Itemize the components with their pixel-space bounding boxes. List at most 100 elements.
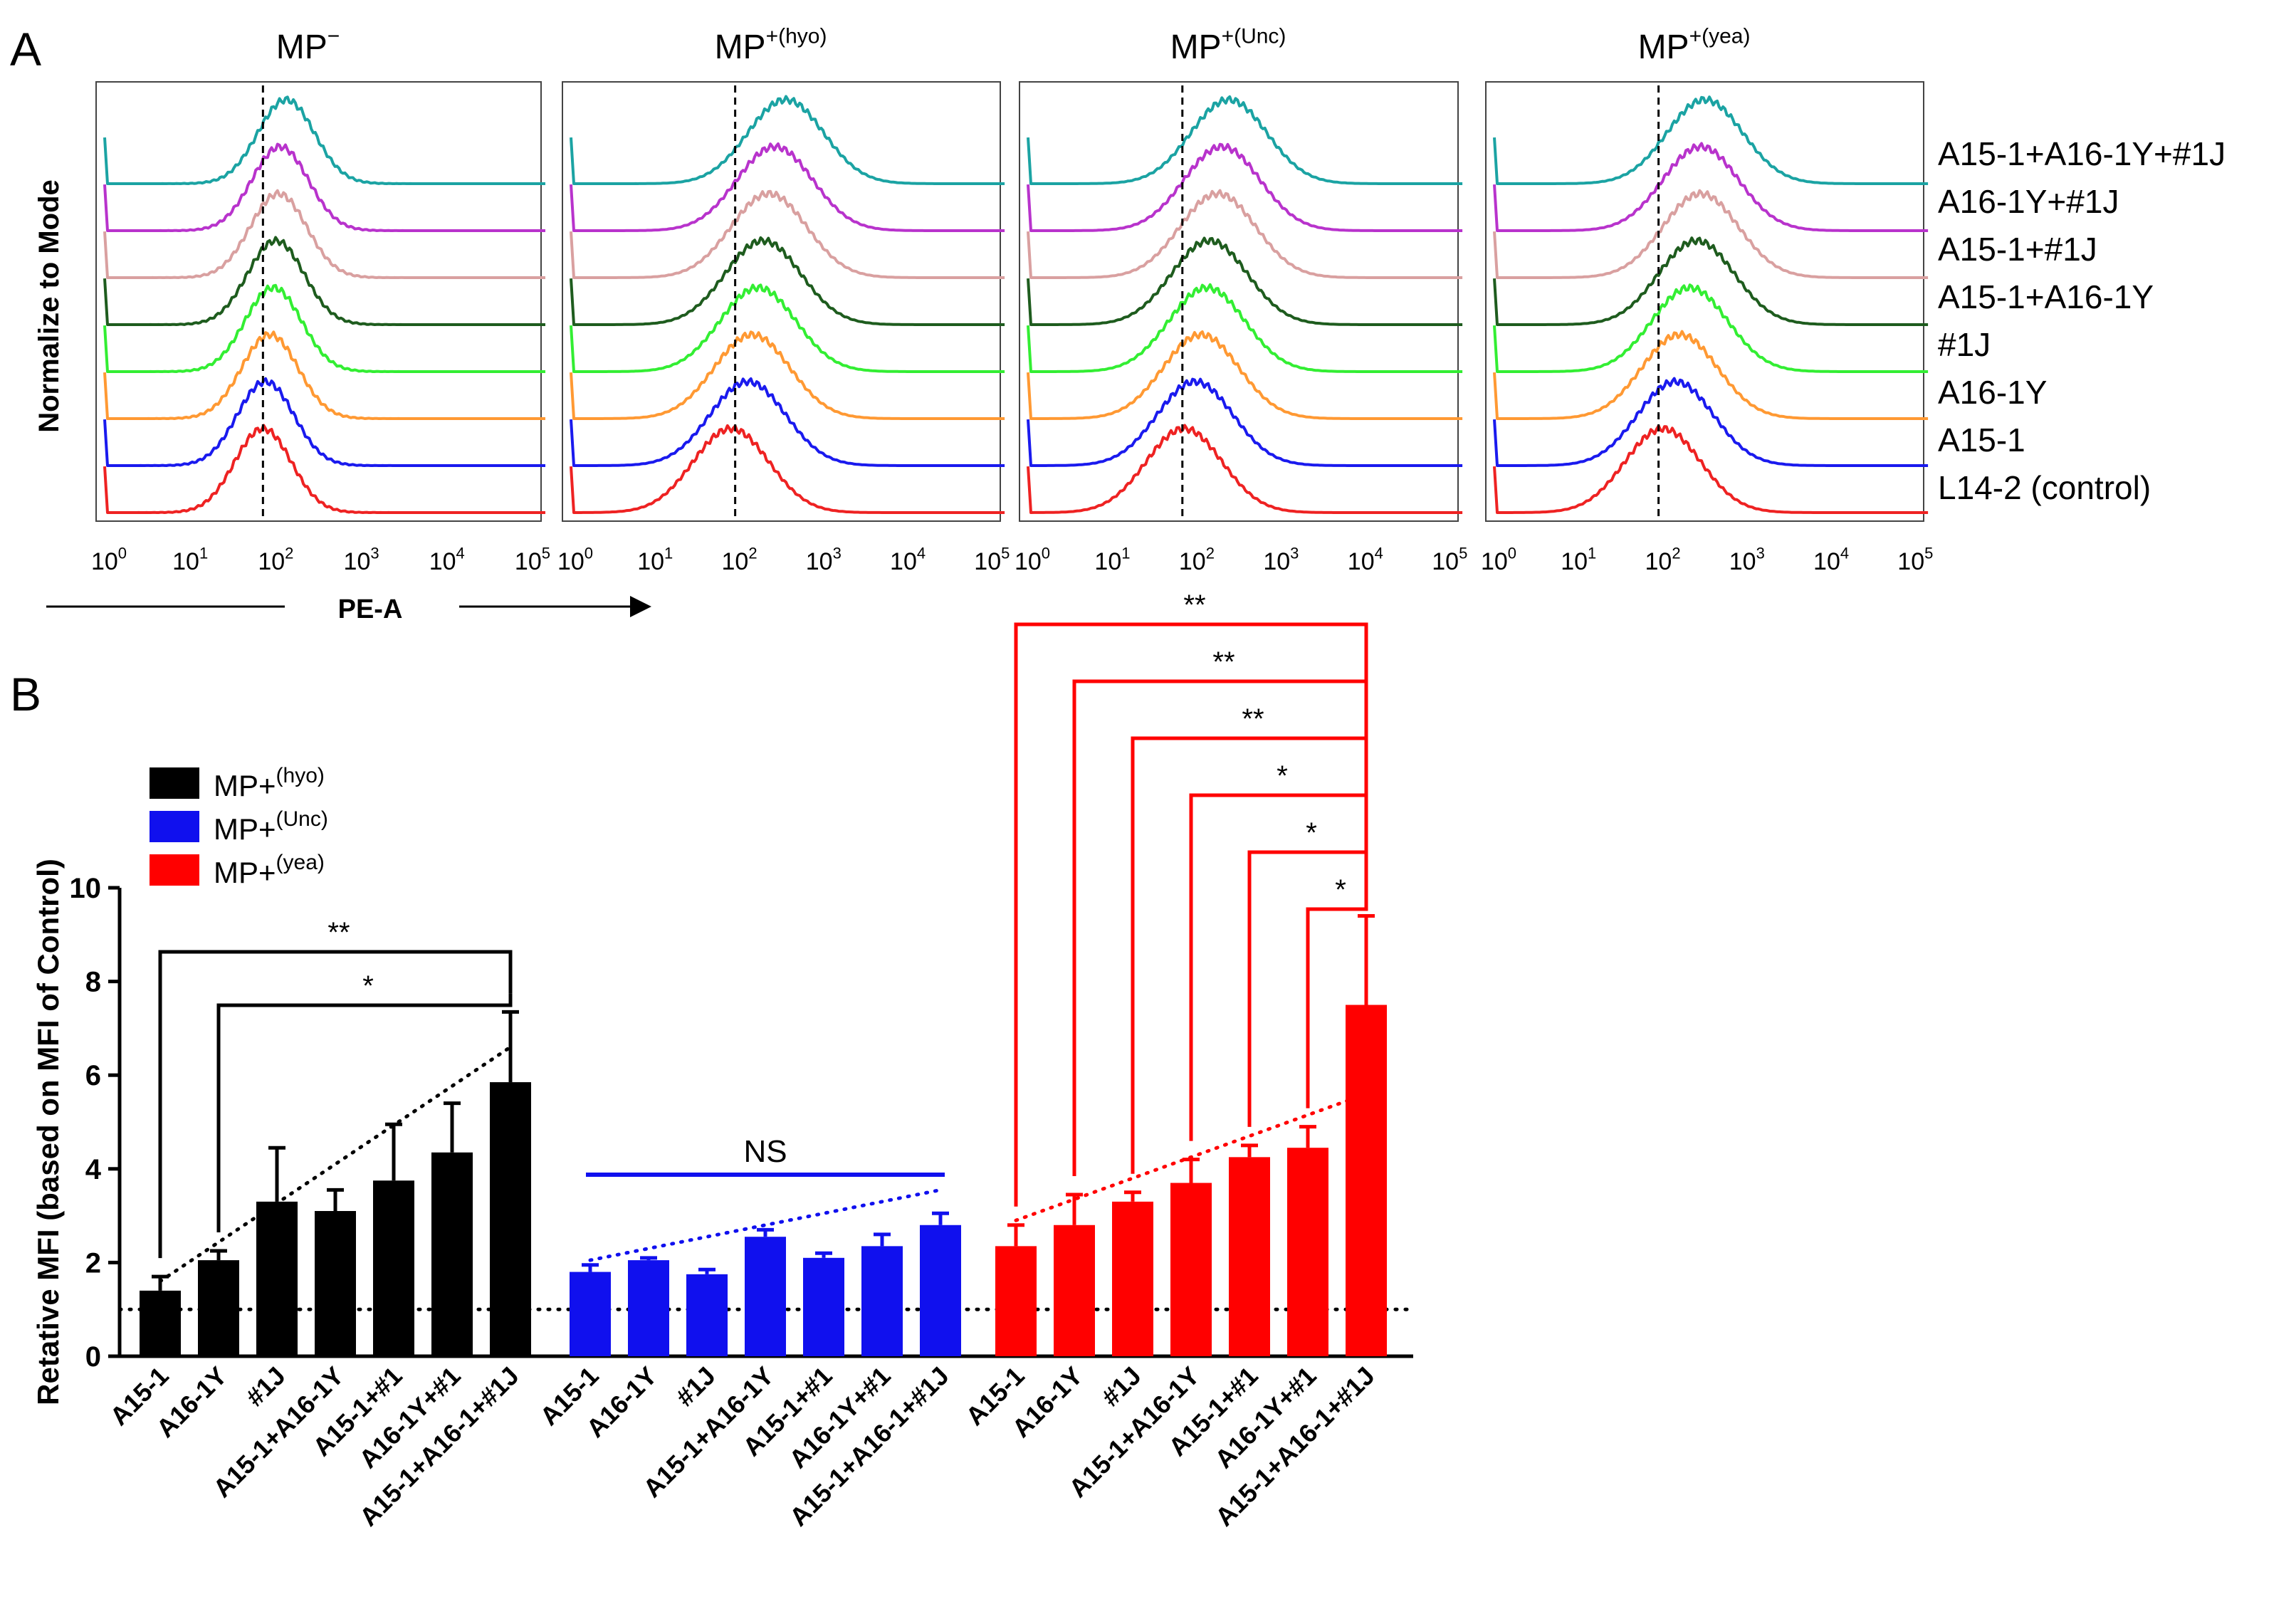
legend-label-main: MP+	[214, 769, 276, 802]
axis-tick-label-sup: 2	[285, 545, 293, 562]
panel-a-ylabel: Normalize to Mode	[33, 179, 65, 433]
histogram-trace	[1493, 189, 1929, 279]
histogram-legend: A15-1+A16-1Y+#1J A16-1Y+#1J A15-1+#1J A15-1…	[1938, 135, 2226, 506]
histogram-title-1-sup: −	[327, 24, 340, 48]
category-label: #1J	[1096, 1361, 1146, 1412]
axis-tick-label: 101	[1094, 545, 1130, 575]
panel-a-letter: A	[10, 23, 41, 75]
histogram-trace	[570, 236, 1005, 326]
axis-tick-label-main: 10	[172, 548, 199, 575]
histogram-trace	[570, 189, 1005, 279]
histogram-title-4-sup: +(yea)	[1689, 24, 1751, 48]
axis-tick-label-main: 10	[1094, 548, 1121, 575]
bar	[686, 1274, 728, 1356]
axis-tick-label: 104	[1348, 545, 1383, 575]
axis-tick-label: 102	[1179, 545, 1215, 575]
histogram-title-2: MP+(hyo)	[715, 24, 827, 66]
histogram-title-1: MP−	[276, 24, 340, 66]
axis-tick-label-sup: 1	[1121, 545, 1130, 562]
axis-tick-label: 100	[91, 545, 127, 575]
axis-tick-label-main: 10	[1263, 548, 1290, 575]
axis-tick-label: 103	[806, 545, 842, 575]
histogram-trace	[570, 424, 1005, 514]
histogram-title-3-main: MP	[1170, 28, 1222, 66]
axis-tick-label-sup: 5	[1001, 545, 1010, 562]
axis-tick-label-sup: 5	[542, 545, 550, 562]
histogram-title-4-main: MP	[1638, 28, 1689, 66]
y-tick-label: 4	[85, 1154, 102, 1185]
axis-tick-label: 100	[1481, 545, 1516, 575]
significance-bracket	[1306, 897, 1368, 1108]
axis-tick-label: 104	[890, 545, 926, 575]
axis-tick-label: 105	[974, 545, 1010, 575]
axis-tick-label-main: 10	[1432, 548, 1459, 575]
axis-tick-label: 102	[1645, 545, 1680, 575]
axis-tick-label-main: 10	[890, 548, 917, 575]
axis-tick-label: 105	[1432, 545, 1467, 575]
bar	[1170, 1183, 1212, 1356]
legend-label: L14-2 (control)	[1938, 469, 2151, 506]
histogram-trace	[570, 330, 1005, 420]
significance-bracket	[216, 993, 513, 1232]
axis-tick-label-sup: 2	[1206, 545, 1215, 562]
bar	[803, 1257, 844, 1356]
bar	[995, 1246, 1037, 1356]
histogram-title-4: MP+(yea)	[1638, 24, 1751, 66]
axis-tick-label-sup: 1	[664, 545, 673, 562]
histogram-trace	[570, 95, 1005, 185]
legend-label: A15-1+A16-1Y	[1938, 278, 2154, 315]
axis-tick-label-sup: 4	[917, 545, 926, 562]
legend-label-sup: (Unc)	[276, 807, 328, 831]
axis-tick-label-main: 10	[1481, 548, 1508, 575]
bar	[1054, 1225, 1095, 1356]
legend-label-main: MP+	[214, 812, 276, 846]
bar	[431, 1152, 473, 1356]
axis-tick-label-main: 10	[974, 548, 1001, 575]
legend-swatch	[150, 767, 199, 799]
trend-line	[158, 1045, 513, 1284]
trend-line	[1014, 1092, 1368, 1222]
bar	[1112, 1201, 1153, 1356]
histogram-title-3-sup: +(Unc)	[1222, 24, 1286, 48]
axis-tick-label: 105	[1897, 545, 1933, 575]
significance-bracket	[1072, 679, 1368, 1176]
y-tick-label: 6	[85, 1060, 101, 1091]
bar	[1346, 1005, 1387, 1356]
ns-label: NS	[743, 1134, 787, 1169]
panel-b-ylabel: Retative MFI (based on MFI of Control)	[31, 859, 65, 1405]
histogram-trace	[1493, 330, 1929, 420]
axis-tick-label-sup: 1	[199, 545, 208, 562]
axis-tick-label: 103	[1729, 545, 1765, 575]
legend-label: MP+(Unc)	[214, 807, 328, 846]
bar	[198, 1260, 239, 1356]
histogram-trace	[1027, 236, 1463, 326]
bar-legend: MP+(hyo)MP+(Unc)MP+(yea)	[150, 764, 328, 889]
axis-tick-label-main: 10	[515, 548, 542, 575]
axis-tick-label: 104	[429, 545, 465, 575]
histogram-trace	[1493, 236, 1929, 326]
axis-tick-label-main: 10	[344, 548, 371, 575]
axis-tick-label-sup: 4	[456, 545, 465, 562]
histogram-panel-4: MP+(yea)100 101 102 103 104 105	[1481, 24, 1933, 575]
axis-tick-label-sup: 4	[1840, 545, 1849, 562]
legend-label-main: MP+	[214, 856, 276, 889]
significance-label: **	[1242, 703, 1264, 735]
histogram-trace	[1027, 424, 1463, 514]
histogram-trace	[103, 95, 545, 185]
histogram-trace	[1027, 283, 1463, 373]
axis-tick-label-main: 10	[429, 548, 456, 575]
axis-tick-label: 103	[1263, 545, 1299, 575]
bar	[628, 1260, 669, 1356]
panel-a-xlabel: PE-A	[338, 594, 403, 624]
significance-label: *	[362, 970, 374, 1002]
axis-tick-label: 101	[172, 545, 208, 575]
axis-tick-label-sup: 3	[1290, 545, 1299, 562]
category-label: #1J	[240, 1361, 290, 1412]
histogram-trace	[570, 377, 1005, 467]
significance-label: *	[1335, 874, 1346, 906]
legend-label-sup: (hyo)	[276, 764, 325, 787]
histogram-trace	[1493, 424, 1929, 514]
axis-tick-label: 104	[1813, 545, 1849, 575]
